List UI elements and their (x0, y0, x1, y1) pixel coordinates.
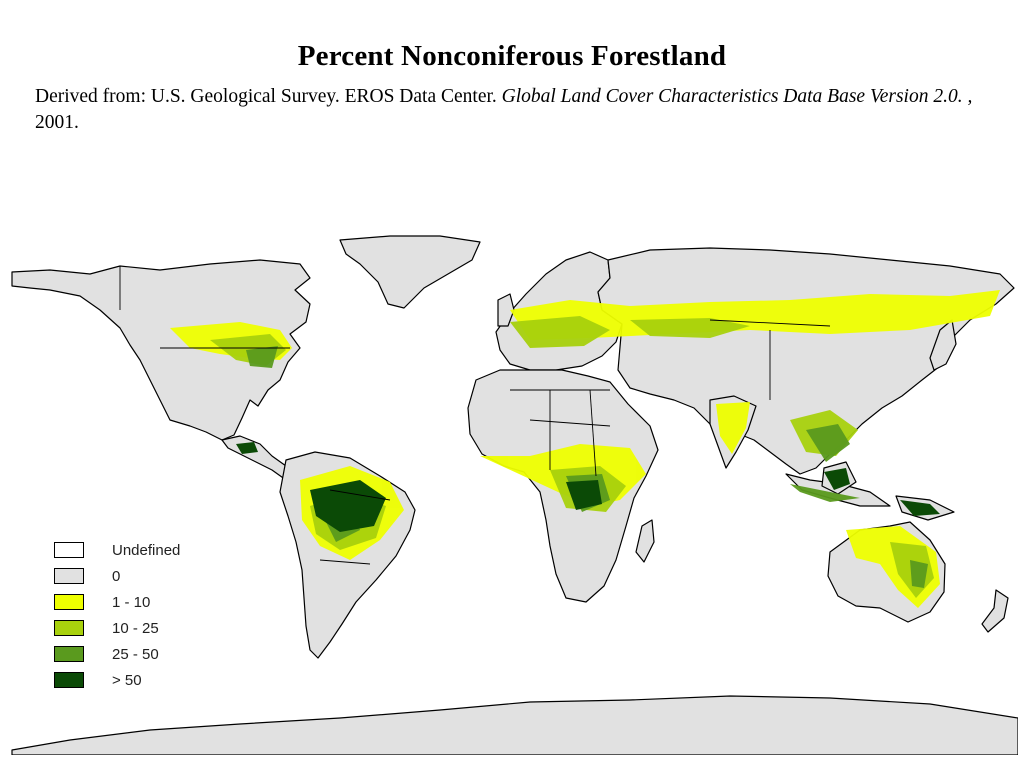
source-citation: Derived from: U.S. Geological Survey. ER… (35, 84, 985, 136)
legend-swatch (54, 620, 84, 636)
map-legend: Undefined 0 1 - 10 10 - 25 25 - 50 > 50 (54, 537, 180, 693)
world-map (11, 235, 1018, 755)
legend-swatch (54, 594, 84, 610)
antarctica (11, 695, 1018, 755)
legend-item-gt-50: > 50 (54, 667, 180, 693)
legend-swatch (54, 672, 84, 688)
source-italic-title: Global Land Cover Characteristics Data B… (501, 86, 973, 107)
legend-label: > 50 (112, 671, 142, 689)
legend-label: 0 (112, 567, 121, 585)
source-year: 2001. (35, 112, 79, 133)
legend-item-10-25: 10 - 25 (54, 615, 180, 641)
legend-label: Undefined (112, 541, 181, 559)
north-america (11, 259, 311, 441)
madagascar (635, 519, 655, 563)
new-zealand (981, 589, 1009, 633)
forest-gt-50 (236, 442, 940, 532)
legend-item-undefined: Undefined (54, 537, 180, 563)
legend-label: 1 - 10 (112, 593, 151, 611)
legend-label: 10 - 25 (112, 619, 159, 637)
legend-swatch (54, 542, 84, 558)
british-isles (497, 293, 515, 327)
greenland (339, 235, 481, 309)
legend-swatch (54, 568, 84, 584)
legend-label: 25 - 50 (112, 645, 159, 663)
map-title: Percent Nonconiferous Forestland (297, 40, 727, 72)
legend-swatch (54, 646, 84, 662)
legend-item-0: 0 (54, 563, 180, 589)
source-prefix: Derived from: U.S. Geological Survey. ER… (35, 86, 497, 107)
country-borders (119, 266, 831, 565)
legend-item-1-10: 1 - 10 (54, 589, 180, 615)
legend-item-25-50: 25 - 50 (54, 641, 180, 667)
